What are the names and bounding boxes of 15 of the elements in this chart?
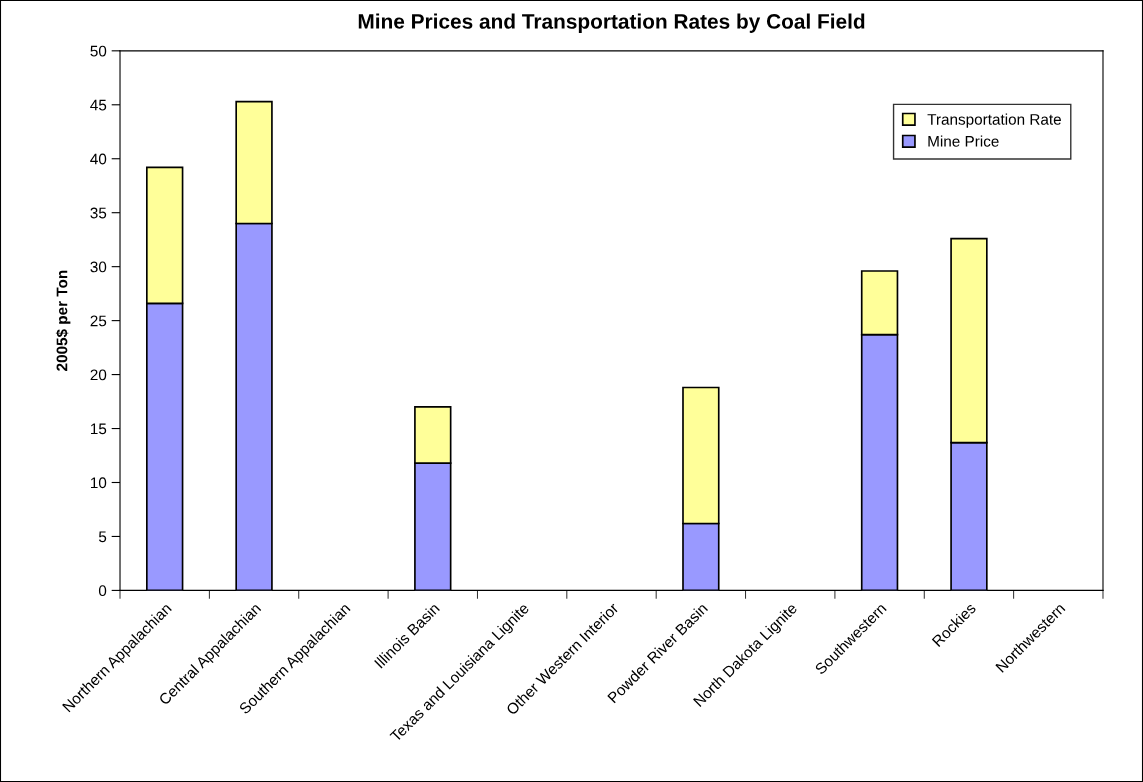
y-tick-label: 50 [90,45,107,57]
y-tick-label: 25 [90,315,107,327]
y-tick-label: 45 [90,99,107,111]
y-axis-title: 2005$ per Ton [55,270,71,371]
y-tick-label: 0 [98,585,107,597]
y-tick-label: 10 [90,477,107,489]
chart-title: Mine Prices and Transportation Rates by Coal Field [358,13,865,33]
legend-label: Mine Price [928,135,999,147]
y-tick-label: 15 [90,423,107,435]
legend-label: Transportation Rate [927,113,1061,128]
y-tick-label: 20 [90,369,107,381]
y-tick-label: 30 [90,261,107,273]
y-tick-label: 35 [90,207,107,219]
y-tick-label: 5 [98,531,107,543]
y-tick-label: 40 [90,153,107,165]
